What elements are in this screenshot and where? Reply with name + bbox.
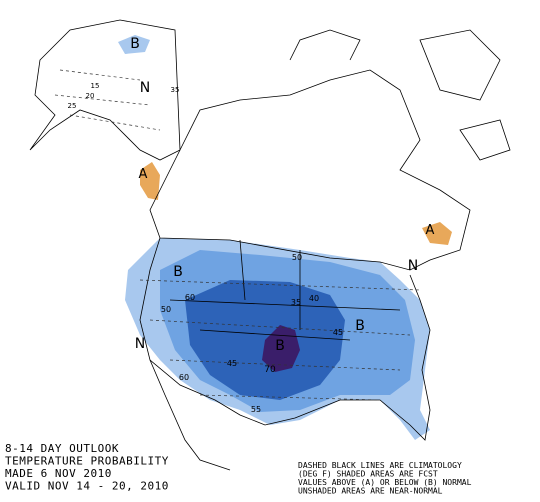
legend-line: UNSHADED AREAS ARE NEAR-NORMAL bbox=[298, 487, 443, 496]
map-label: 45 bbox=[333, 328, 343, 337]
map-label: N bbox=[140, 80, 150, 96]
shade-alaska bbox=[118, 35, 150, 54]
outlook-line: VALID NOV 14 - 20, 2010 bbox=[5, 480, 169, 493]
map-label: 45 bbox=[227, 359, 237, 368]
map-label: 15 bbox=[91, 82, 100, 90]
map-label: N bbox=[408, 258, 418, 274]
shade-above-east bbox=[422, 222, 452, 245]
map-label: 40 bbox=[309, 294, 319, 303]
map-label: A bbox=[139, 167, 148, 182]
map-label: 70 bbox=[264, 365, 276, 375]
outlook-line: TEMPERATURE PROBABILITY bbox=[5, 455, 169, 468]
map-label: 60 bbox=[185, 293, 195, 302]
legend-line: DASHED BLACK LINES ARE CLIMATOLOGY bbox=[298, 461, 462, 470]
legend-line: (DEG F) SHADED AREAS ARE FCST bbox=[298, 470, 438, 479]
map-label: 35 bbox=[291, 298, 301, 307]
state-borders bbox=[169, 239, 401, 341]
coast-outline bbox=[149, 29, 511, 471]
canada-outline bbox=[149, 69, 471, 271]
outlook-line: MADE 6 NOV 2010 bbox=[5, 467, 112, 480]
usa-outline bbox=[139, 237, 431, 441]
map-label: 50 bbox=[292, 253, 302, 262]
map-label: 50 bbox=[161, 305, 171, 314]
alaska-outline bbox=[29, 19, 181, 161]
shade-below-darkest bbox=[262, 325, 300, 372]
legend-line: VALUES ABOVE (A) OR BELOW (B) NORMAL bbox=[298, 478, 472, 487]
map-label: 35 bbox=[171, 86, 180, 94]
map-label: B bbox=[275, 338, 285, 354]
map-label: 55 bbox=[251, 405, 261, 414]
map-label: 25 bbox=[68, 102, 77, 110]
map-label: 20 bbox=[86, 92, 95, 100]
climatology-lines bbox=[54, 69, 421, 401]
map-label: N bbox=[135, 336, 145, 352]
outlook-line: 8-14 DAY OUTLOOK bbox=[5, 442, 119, 455]
map-label: B bbox=[130, 36, 140, 52]
map-label: B bbox=[173, 264, 183, 280]
map-label: B bbox=[355, 318, 365, 334]
map-label: 60 bbox=[179, 373, 189, 382]
map-label: A bbox=[426, 223, 435, 238]
shade-above-west bbox=[140, 162, 160, 200]
